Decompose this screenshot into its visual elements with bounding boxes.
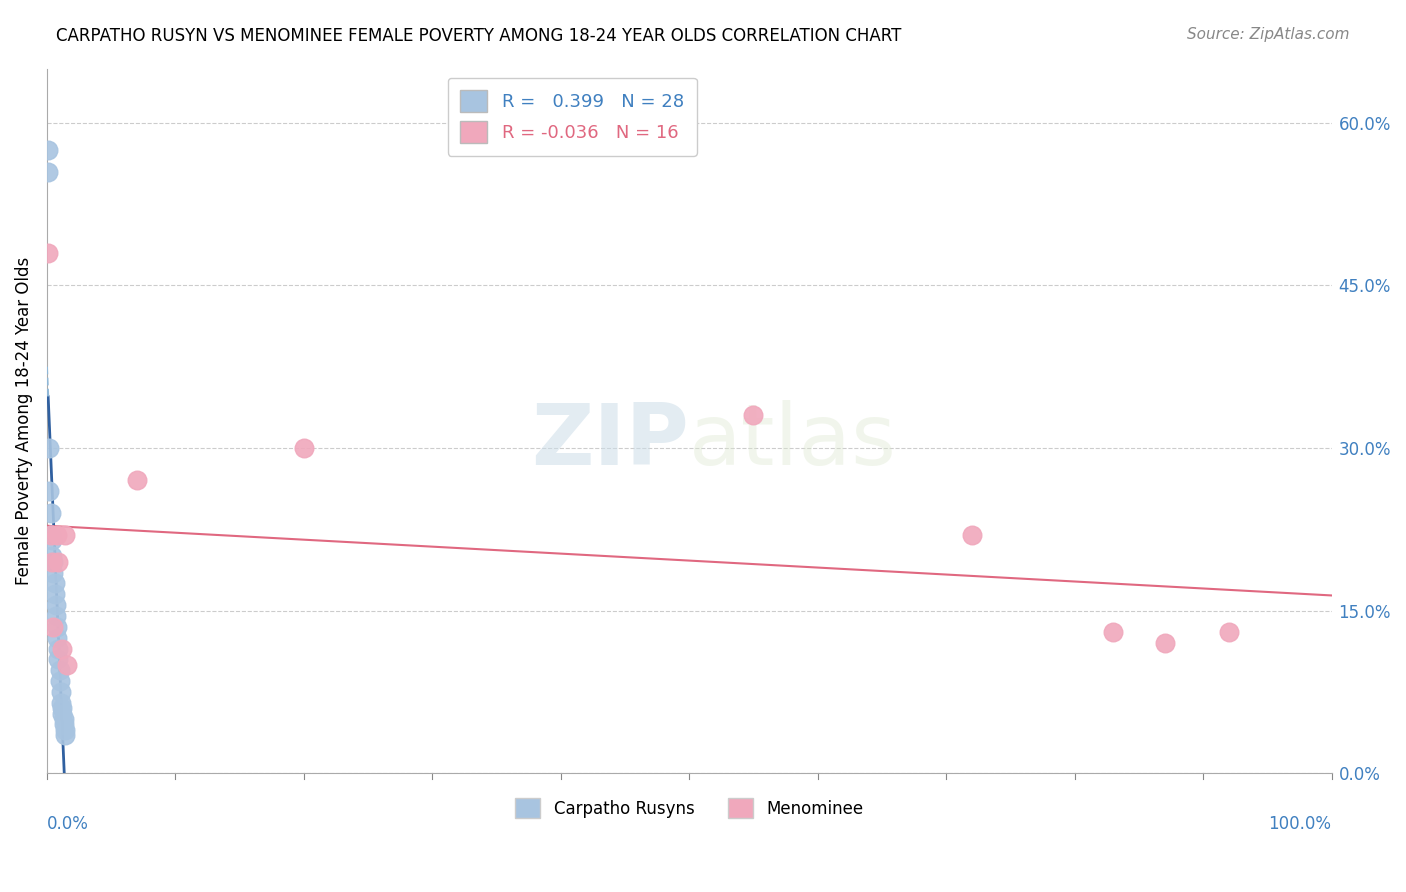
Point [38,441,60,455]
Point [37,164,59,178]
Point [48,641,70,656]
Point [45,609,67,624]
Point [48,652,70,666]
Y-axis label: Female Poverty Among 18-24 Year Olds: Female Poverty Among 18-24 Year Olds [15,257,32,585]
Point [48,555,70,569]
Point [292,441,315,455]
Point [37,143,59,157]
Point [42,566,65,580]
Point [39,506,62,520]
Point [39,527,62,541]
Point [41,549,63,564]
Point [46,631,69,645]
Text: ZIP: ZIP [531,401,689,483]
Text: 0.0%: 0.0% [46,815,89,833]
Text: CARPATHO RUSYN VS MENOMINEE FEMALE POVERTY AMONG 18-24 YEAR OLDS CORRELATION CHA: CARPATHO RUSYN VS MENOMINEE FEMALE POVER… [56,27,901,45]
Point [51,701,73,715]
Point [53,728,76,742]
Point [51,706,73,721]
Point [46,620,69,634]
Point [45,598,67,612]
Point [46,527,69,541]
Point [1102,625,1125,640]
Point [48,663,70,677]
Point [41,555,63,569]
Point [49,696,72,710]
Point [41,533,63,548]
Point [53,723,76,737]
Legend: Carpatho Rusyns, Menominee: Carpatho Rusyns, Menominee [505,788,873,829]
Point [38,484,60,499]
Point [742,409,765,423]
Point [42,555,65,569]
Point [51,641,73,656]
Point [42,620,65,634]
Point [39,527,62,541]
Point [49,685,72,699]
Point [1153,636,1175,650]
Point [52,717,75,731]
Point [48,673,70,688]
Text: Source: ZipAtlas.com: Source: ZipAtlas.com [1187,27,1350,42]
Point [56,657,79,672]
Point [1218,625,1240,640]
Text: 100.0%: 100.0% [1268,815,1331,833]
Point [44,587,66,601]
Point [52,712,75,726]
Point [44,576,66,591]
Point [37,245,59,260]
Point [53,527,76,541]
Point [125,474,148,488]
Text: atlas: atlas [689,401,897,483]
Point [960,527,983,541]
